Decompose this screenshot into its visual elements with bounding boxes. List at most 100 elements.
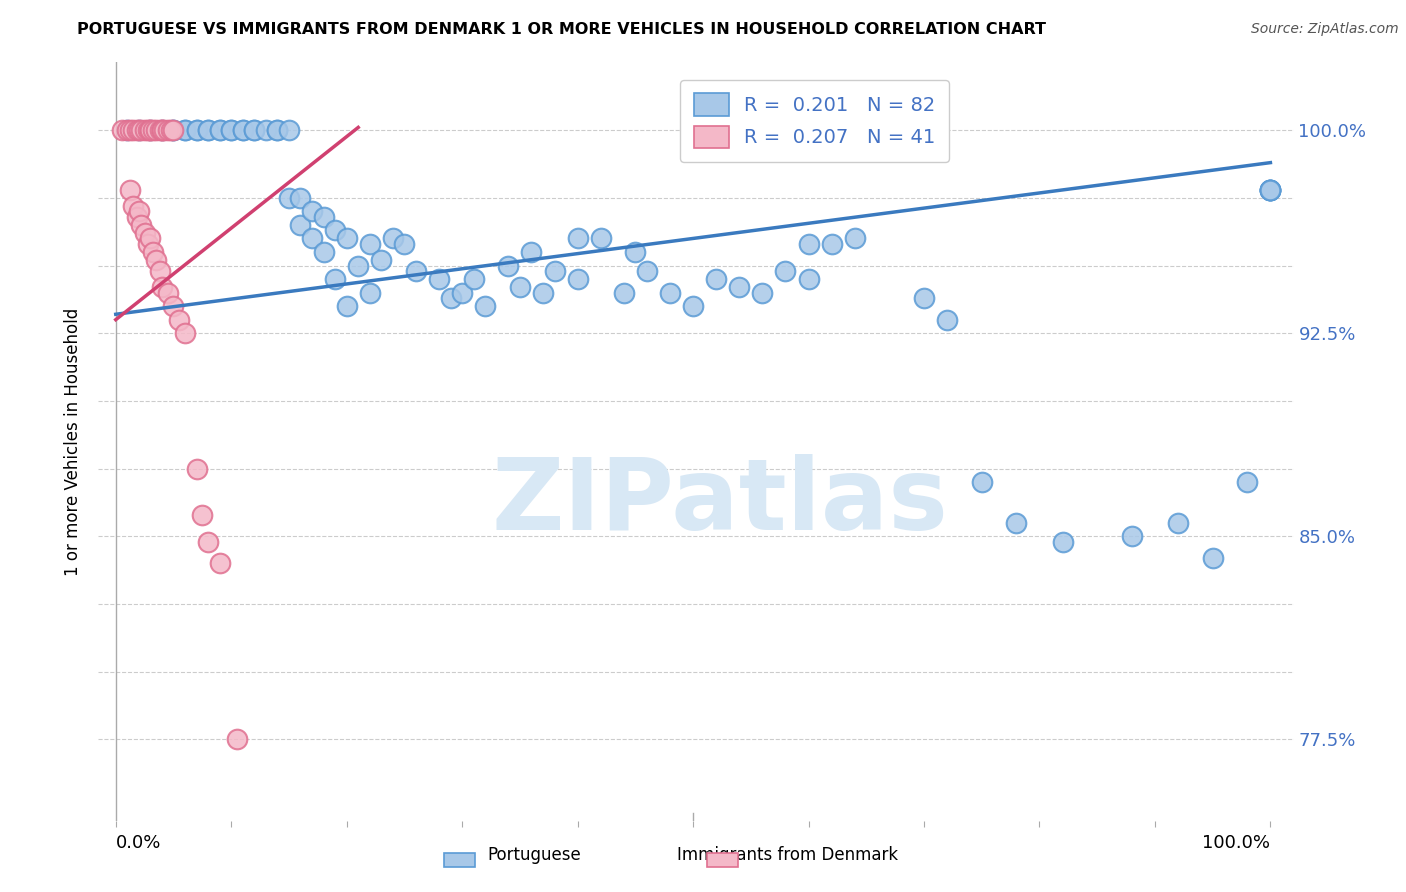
- Point: [197, 123, 219, 137]
- Point: [312, 210, 335, 224]
- Point: [451, 285, 474, 300]
- Point: [912, 291, 935, 305]
- Point: [1236, 475, 1258, 490]
- Point: [117, 123, 139, 137]
- Point: [156, 123, 179, 137]
- Point: [589, 231, 612, 245]
- Point: [797, 272, 820, 286]
- Legend: R =  0.201   N = 82, R =  0.207   N = 41: R = 0.201 N = 82, R = 0.207 N = 41: [681, 79, 949, 161]
- Point: [405, 264, 427, 278]
- Point: [290, 218, 312, 232]
- Point: [232, 123, 254, 137]
- Point: [191, 508, 214, 522]
- Point: [139, 123, 162, 137]
- Point: [197, 534, 219, 549]
- Point: [136, 123, 159, 137]
- Point: [301, 231, 323, 245]
- Point: [427, 272, 450, 286]
- Point: [509, 280, 531, 294]
- Text: Immigrants from Denmark: Immigrants from Denmark: [676, 846, 898, 863]
- Point: [208, 123, 231, 137]
- Point: [624, 244, 647, 259]
- Point: [1260, 183, 1282, 197]
- Text: 0.0%: 0.0%: [115, 834, 162, 852]
- Point: [156, 285, 179, 300]
- Point: [323, 223, 346, 237]
- Point: [1052, 534, 1074, 549]
- Point: [128, 123, 150, 137]
- Point: [129, 123, 152, 137]
- Point: [613, 285, 636, 300]
- Point: [153, 123, 176, 137]
- Point: [122, 199, 145, 213]
- Point: [243, 123, 266, 137]
- Point: [162, 123, 184, 137]
- Point: [139, 123, 162, 137]
- Point: [145, 123, 167, 137]
- Point: [145, 253, 167, 268]
- Point: [110, 123, 132, 137]
- Point: [278, 123, 301, 137]
- Point: [820, 236, 842, 251]
- Point: [567, 231, 589, 245]
- Point: [1005, 516, 1028, 530]
- Point: [439, 291, 461, 305]
- Text: PORTUGUESE VS IMMIGRANTS FROM DENMARK 1 OR MORE VEHICLES IN HOUSEHOLD CORRELATIO: PORTUGUESE VS IMMIGRANTS FROM DENMARK 1 …: [77, 22, 1046, 37]
- Point: [136, 236, 159, 251]
- Point: [659, 285, 682, 300]
- Point: [704, 272, 727, 286]
- Point: [359, 285, 381, 300]
- Point: [797, 236, 820, 251]
- Point: [336, 299, 359, 313]
- Point: [498, 259, 520, 273]
- Point: [682, 299, 704, 313]
- Point: [174, 326, 197, 341]
- Point: [347, 259, 370, 273]
- Point: [128, 204, 150, 219]
- Point: [150, 123, 173, 137]
- Point: [125, 210, 148, 224]
- Text: ZIPatlas: ZIPatlas: [492, 454, 948, 550]
- Point: [1260, 183, 1282, 197]
- Point: [122, 123, 145, 137]
- Point: [359, 236, 381, 251]
- Point: [118, 183, 141, 197]
- Point: [567, 272, 589, 286]
- Point: [474, 299, 496, 313]
- Point: [197, 123, 219, 137]
- Point: [139, 123, 162, 137]
- Point: [844, 231, 866, 245]
- Point: [232, 123, 254, 137]
- Point: [1167, 516, 1189, 530]
- Point: [150, 123, 173, 137]
- Point: [149, 123, 172, 137]
- Point: [531, 285, 554, 300]
- Point: [167, 312, 190, 326]
- Point: [174, 123, 197, 137]
- Point: [117, 123, 139, 137]
- Point: [150, 123, 173, 137]
- Point: [162, 123, 184, 137]
- Text: Portuguese: Portuguese: [488, 846, 581, 863]
- Point: [134, 226, 156, 240]
- Point: [142, 123, 165, 137]
- Point: [139, 231, 162, 245]
- Point: [370, 253, 392, 268]
- Point: [463, 272, 485, 286]
- Point: [520, 244, 543, 259]
- Point: [312, 244, 335, 259]
- Point: [394, 236, 416, 251]
- Point: [636, 264, 658, 278]
- Text: 100.0%: 100.0%: [1202, 834, 1271, 852]
- Point: [290, 191, 312, 205]
- Point: [970, 475, 993, 490]
- Point: [219, 123, 242, 137]
- Point: [208, 123, 231, 137]
- Point: [266, 123, 288, 137]
- Point: [162, 299, 184, 313]
- Point: [129, 218, 152, 232]
- Point: [336, 231, 359, 245]
- Point: [728, 280, 751, 294]
- Point: [208, 557, 231, 571]
- Text: Source: ZipAtlas.com: Source: ZipAtlas.com: [1251, 22, 1399, 37]
